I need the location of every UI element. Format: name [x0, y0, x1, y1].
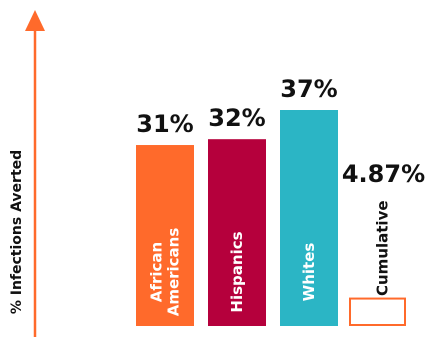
bar-value-label-0: 31% [136, 110, 193, 138]
bar-1 [208, 139, 266, 326]
bar-3 [349, 297, 406, 327]
bar-0 [136, 145, 194, 326]
bar-category-line-0-0: African [148, 242, 166, 302]
bar-value-label-2: 37% [280, 75, 337, 103]
bar-category-line-0-1: Americans [165, 228, 183, 317]
y-axis-arrowhead [25, 10, 45, 31]
bar-category-label-3: Cumulative [374, 200, 392, 296]
bar-value-label-3: 4.87% [342, 160, 425, 188]
bars-group: 31% AfricanAmericans 32% Hispanics 37% Whites… [136, 75, 425, 327]
y-axis-label: % Infections Averted [9, 150, 25, 314]
bar-category-label-0: AfricanAmericans [148, 228, 183, 317]
bar-2 [280, 110, 338, 326]
bar-category-label-1: Hispanics [228, 231, 246, 312]
bar-value-label-1: 32% [208, 104, 265, 132]
bar-category-line-3-0: Cumulative [374, 200, 392, 296]
bar-category-label-2: Whites [300, 243, 318, 302]
bar-category-line-2-0: Whites [300, 243, 318, 302]
bar-category-line-1-0: Hispanics [228, 231, 246, 312]
